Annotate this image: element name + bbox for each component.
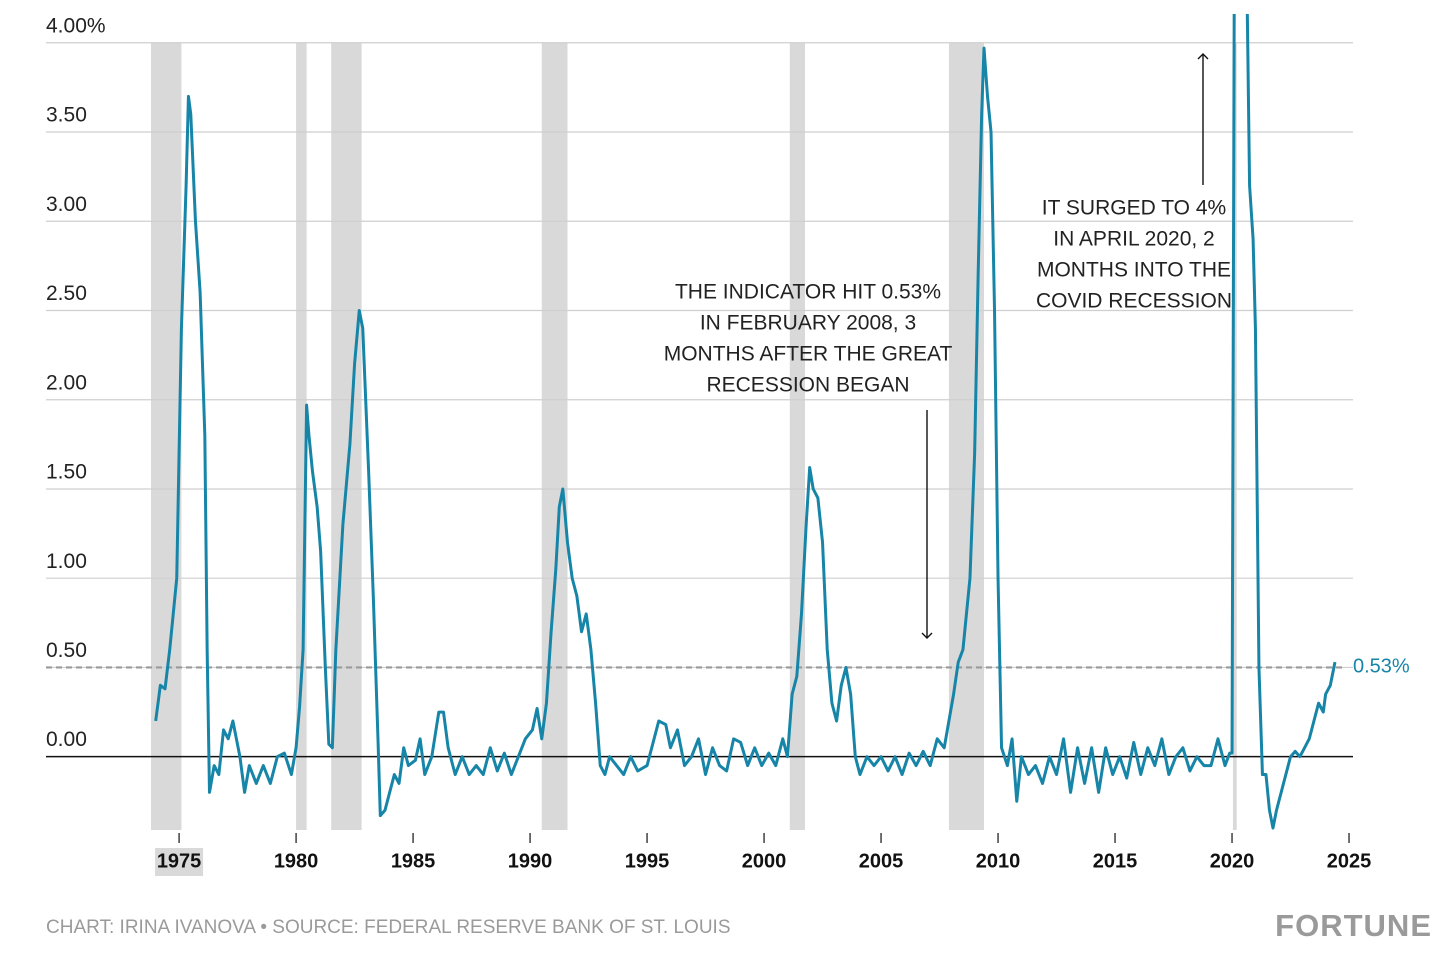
x-tick-label: 1985 [391, 850, 436, 872]
x-tick-label: 2015 [1093, 850, 1138, 872]
annotation-layer: THE INDICATOR HIT 0.53% IN FEBRUARY 2008,… [664, 53, 1232, 639]
y-tick-label: 1.50 [46, 461, 87, 484]
recession-band [948, 42, 984, 831]
annotation-text: RECESSION BEGAN [706, 374, 909, 397]
x-tick-label: 2010 [976, 850, 1021, 872]
y-tick-label: 1.00 [46, 550, 87, 573]
x-tick-label: 1990 [508, 850, 553, 872]
x-tick-highlight [155, 848, 204, 876]
brand-logo: FORTUNE [1275, 908, 1432, 943]
annotation-text: MONTHS AFTER THE GREAT [664, 343, 953, 366]
x-tick-label: 2025 [1327, 850, 1372, 872]
y-tick-label: 0.50 [46, 639, 87, 662]
credit: CHART: IRINA IVANOVA • SOURCE: FEDERAL R… [46, 917, 731, 938]
annotation-text: IN APRIL 2020, 2 [1053, 228, 1215, 251]
recession-layer [150, 42, 1237, 831]
x-tick-label: 2005 [859, 850, 904, 872]
y-tick-label: 4.00% [46, 14, 106, 37]
x-tick-label: 2020 [1210, 850, 1255, 872]
y-tick-label: 3.50 [46, 104, 87, 127]
annotation-text: COVID RECESSION [1036, 290, 1232, 313]
x-tick-label: 1975 [157, 850, 202, 872]
series-line [154, 14, 1337, 830]
annotation-text: IT SURGED TO 4% [1042, 197, 1226, 220]
y-tick-label: 2.50 [46, 282, 87, 305]
y-tick-label: 2.00 [46, 371, 87, 394]
annotation-text: MONTHS INTO THE [1037, 259, 1231, 282]
series-layer [154, 14, 1337, 830]
recession-band [296, 42, 307, 831]
last-value-label: 0.53% [1353, 656, 1410, 678]
y-tick-label: 0.00 [46, 728, 87, 751]
annotation-text: THE INDICATOR HIT 0.53% [675, 281, 941, 304]
x-tick-label: 1980 [274, 850, 319, 872]
x-tick-label: 2000 [742, 850, 787, 872]
recession-band [150, 42, 182, 831]
x-tick-label: 1995 [625, 850, 670, 872]
grid-layer [46, 42, 1353, 876]
label-layer: 0.00 0.50 1.00 1.50 2.00 2.50 3.00 3.50 4.00% 197… [46, 14, 1410, 872]
recession-band [1232, 42, 1237, 831]
recession-band [331, 42, 362, 831]
annotation-text: IN FEBRUARY 2008, 3 [700, 312, 916, 335]
y-tick-label: 3.00 [46, 193, 87, 216]
